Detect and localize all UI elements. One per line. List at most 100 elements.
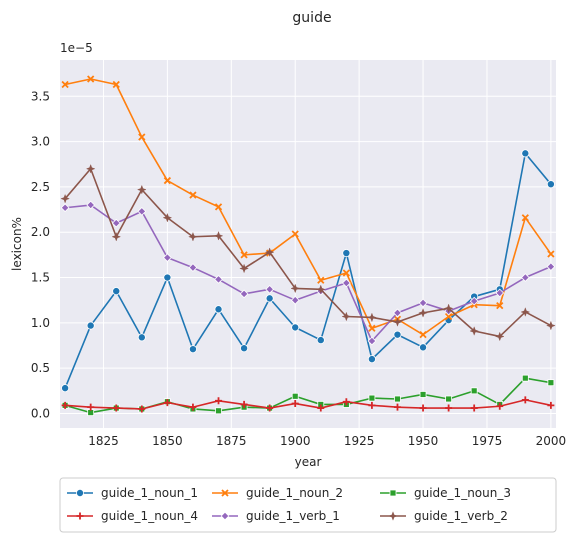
data-point (342, 249, 351, 258)
data-point (317, 404, 325, 412)
grid (60, 60, 556, 428)
legend-marker (389, 489, 397, 497)
data-point (393, 330, 402, 339)
data-point (85, 163, 96, 174)
data-point (189, 191, 197, 199)
data-point (290, 283, 300, 294)
plot-area (60, 60, 556, 428)
legend-label: guide_1_noun_4 (101, 509, 198, 523)
data-point (521, 149, 530, 158)
x-tick-label: 1900 (280, 434, 311, 448)
x-tick-label: 1950 (408, 434, 439, 448)
legend-marker (221, 489, 229, 497)
legend-marker (220, 511, 230, 521)
legend-item: guide_1_verb_2 (380, 509, 508, 523)
data-point (547, 401, 555, 409)
data-point (367, 355, 376, 364)
data-point (291, 400, 299, 408)
data-point (546, 320, 556, 331)
data-point (520, 307, 531, 317)
y-scale-label: 1e−5 (60, 41, 93, 55)
legend: guide_1_noun_1 guide_1_noun_2 guide_1_noun… (59, 477, 557, 533)
x-tick-label: 1875 (216, 434, 247, 448)
data-point (266, 404, 274, 412)
data-point (215, 407, 222, 415)
data-point (264, 247, 275, 257)
data-point (470, 404, 478, 412)
data-point (470, 387, 478, 395)
data-point (445, 395, 453, 403)
data-point (418, 308, 428, 318)
data-point (162, 212, 173, 223)
y-tick-label: 0.5 (31, 361, 50, 375)
data-point (163, 176, 172, 185)
legend-label: guide_1_noun_3 (414, 486, 511, 500)
series-line (65, 204, 552, 342)
data-point (137, 207, 147, 216)
series-layer (60, 75, 556, 416)
x-tick-label: 1825 (88, 434, 119, 448)
data-point (496, 301, 504, 310)
data-point (444, 312, 453, 321)
data-point (443, 303, 454, 314)
y-axis-ticks: 0.0 0.5 1.0 1.5 2.0 2.5 3.0 3.5 (31, 89, 50, 420)
data-point (520, 273, 530, 282)
data-point (368, 401, 376, 409)
x-tick-label: 1925 (344, 434, 375, 448)
data-point (368, 324, 376, 332)
y-tick-label: 3.5 (31, 89, 50, 103)
series-guide_1_verb_2 (60, 163, 556, 342)
data-point (495, 288, 505, 298)
series-line (65, 399, 552, 410)
data-point (546, 262, 556, 272)
data-point (112, 287, 121, 296)
data-point (419, 391, 427, 398)
data-point (341, 278, 351, 288)
x-tick-label: 2000 (536, 434, 567, 448)
data-point (291, 392, 299, 400)
series-line (64, 167, 552, 338)
data-point (291, 230, 299, 238)
legend-item: guide_1_noun_2 (212, 486, 343, 500)
legend-frame (59, 477, 557, 533)
x-tick-label: 1975 (472, 434, 503, 448)
y-tick-label: 1.5 (31, 271, 50, 285)
data-point (163, 273, 172, 282)
legend-label: guide_1_noun_1 (101, 486, 198, 500)
data-point (112, 404, 120, 412)
data-point (521, 396, 529, 404)
data-point (368, 394, 376, 402)
chart-title: guide (292, 10, 331, 26)
data-point (494, 331, 505, 342)
data-point (111, 218, 121, 228)
data-point (265, 294, 274, 303)
data-point (317, 276, 325, 284)
data-point (213, 231, 224, 241)
data-point (60, 193, 70, 204)
data-point (87, 403, 95, 411)
data-point (188, 345, 197, 354)
plot-background (60, 60, 556, 428)
data-point (419, 331, 427, 339)
data-point (188, 263, 198, 272)
legend-marker (76, 512, 84, 520)
data-point (87, 75, 95, 83)
data-point (316, 284, 326, 295)
legend-marker (76, 488, 85, 497)
data-point (86, 321, 95, 330)
data-point (547, 250, 555, 258)
data-point (392, 317, 403, 327)
data-point (137, 333, 146, 342)
data-point (394, 395, 401, 403)
legend-label: guide_1_noun_2 (246, 486, 343, 500)
data-point (265, 284, 275, 294)
x-tick-label: 1850 (152, 434, 183, 448)
data-point (188, 231, 198, 242)
legend-item: guide_1_noun_4 (67, 509, 198, 523)
data-point (138, 133, 146, 141)
data-point (469, 296, 479, 306)
x-axis-label: year (295, 455, 322, 469)
data-point (111, 231, 122, 242)
data-point (137, 184, 147, 195)
data-point (86, 200, 96, 210)
